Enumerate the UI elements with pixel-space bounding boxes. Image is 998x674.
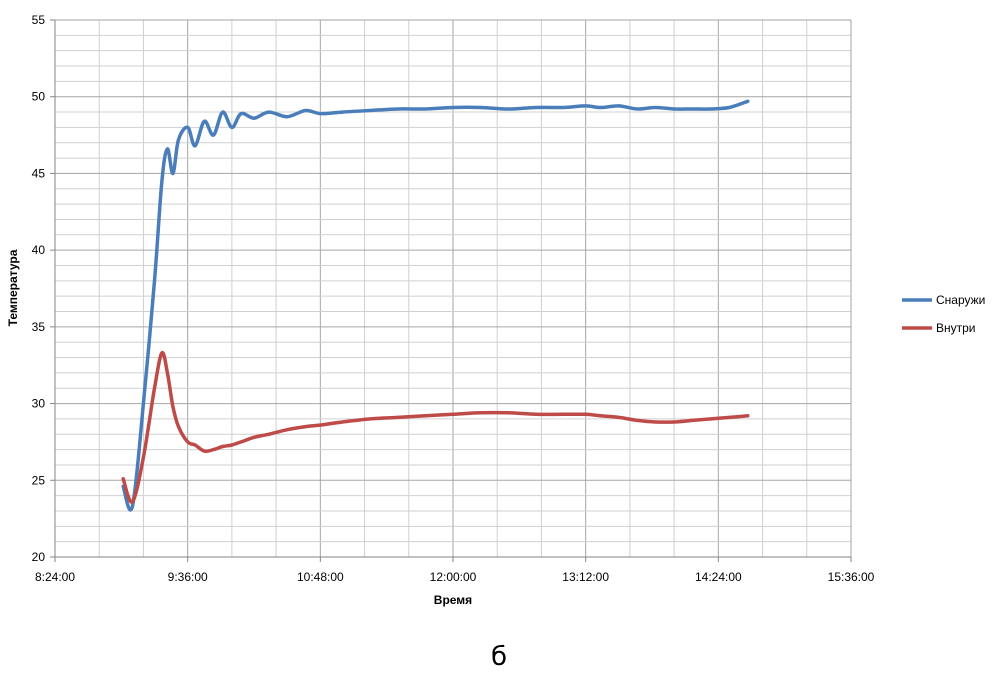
series-line-2 (121, 350, 750, 504)
figure-caption: б (490, 642, 508, 672)
y-tick-label: 50 (32, 90, 46, 104)
x-tick-label: 8:24:00 (35, 570, 75, 584)
grid-lines (55, 19, 852, 557)
series-lines (121, 99, 750, 512)
y-tick-label: 40 (32, 243, 46, 257)
line-chart: 20 25 30 35 40 45 50 55 8:24:00 9:36:00 10:48:00 1… (6, 13, 985, 607)
y-tick-label: 25 (32, 473, 46, 487)
y-tick-labels: 20 25 30 35 40 45 50 55 (32, 13, 46, 564)
axes (50, 19, 852, 562)
x-tick-label: 10:48:00 (297, 570, 344, 584)
legend: Снаружи Внутри (902, 293, 985, 335)
y-tick-label: 35 (32, 320, 46, 334)
y-tick-label: 20 (32, 550, 46, 564)
x-tick-label: 12:00:00 (430, 570, 477, 584)
x-axis-title: Время (434, 593, 472, 607)
x-tick-label: 9:36:00 (168, 570, 208, 584)
x-tick-label: 15:36:00 (828, 570, 875, 584)
y-tick-label: 45 (32, 166, 46, 180)
y-tick-label: 30 (32, 397, 46, 411)
x-tick-label: 14:24:00 (695, 570, 742, 584)
x-tick-label: 13:12:00 (562, 570, 609, 584)
y-tick-label: 55 (32, 13, 46, 27)
legend-label-1: Снаружи (936, 293, 985, 307)
legend-label-2: Внутри (936, 321, 976, 335)
series-line-1 (121, 99, 750, 512)
x-tick-labels: 8:24:00 9:36:00 10:48:00 12:00:00 13:12:00 14… (35, 570, 875, 584)
y-axis-title: Температура (6, 249, 20, 326)
